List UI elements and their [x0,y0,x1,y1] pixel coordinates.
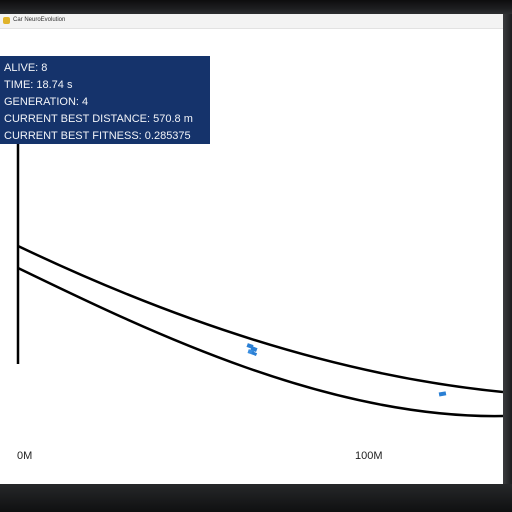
monitor-bezel-right [503,14,512,484]
monitor-bezel-top [0,0,512,14]
car [250,346,258,352]
best-fitness: CURRENT BEST FITNESS: 0.285375 [4,130,191,142]
car-cluster [246,343,258,357]
track-lower-edge [17,266,503,418]
generation-number: GENERATION: 4 [4,96,89,108]
window-title: Car NeuroEvolution [13,17,66,23]
lead-car [438,391,447,397]
simulation-canvas [16,134,503,418]
car [251,351,258,357]
best-distance: CURRENT BEST DISTANCE: 570.8 m [4,113,193,125]
app-window: Car NeuroEvolution ALIVE: 8 TIME: 18.74 … [0,14,503,484]
elapsed-time: TIME: 18.74 s [4,79,73,91]
distance-marker-100m: 100M [355,450,383,462]
monitor-bezel-bottom [0,484,512,512]
distance-marker-start: 0M [17,450,33,462]
title-bar: Car NeuroEvolution [0,14,503,29]
stats-panel: ALIVE: 8 TIME: 18.74 s GENERATION: 4 CUR… [0,56,210,144]
alive-count: ALIVE: 8 [4,62,48,74]
track-upper-edge [17,244,503,394]
app-icon [3,17,10,24]
